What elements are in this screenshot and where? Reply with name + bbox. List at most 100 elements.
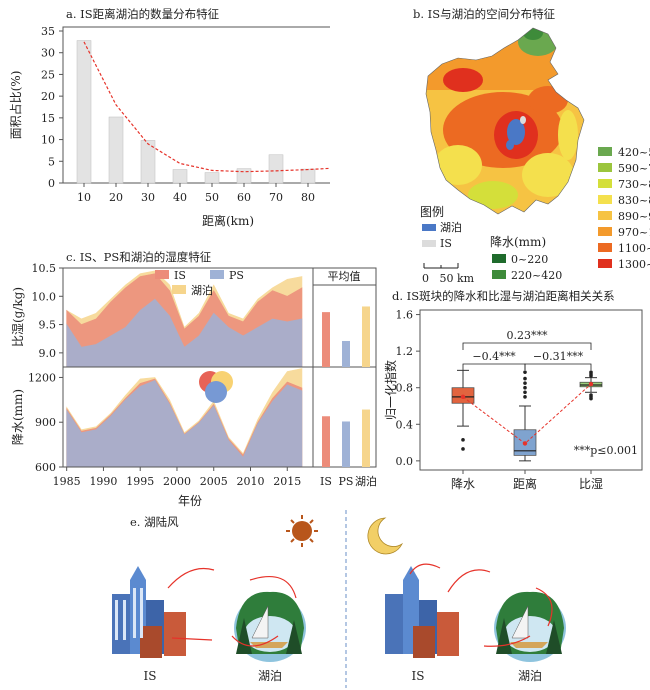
map-legend-title: 图例 <box>420 205 444 219</box>
precip-swatch <box>598 147 612 156</box>
d-ytick-label: 0.4 <box>396 418 414 431</box>
corr-top-label: 0.23*** <box>507 329 548 342</box>
precip-y-axis: 600 900 1200 <box>28 371 63 474</box>
precip-class-label: 220~420 <box>511 269 562 282</box>
a-xtick-label: 30 <box>141 191 155 204</box>
precip-class-label: 1300~1500 <box>618 258 650 271</box>
box-mean-point <box>588 381 594 387</box>
box-outlier <box>589 393 593 397</box>
scene-right-lake-label: 湖泊 <box>518 668 542 683</box>
year-tick-label: 2010 <box>237 475 265 488</box>
scale-bar: 0 50 km <box>422 263 475 285</box>
d-ytick-label: 0.0 <box>396 455 414 468</box>
d-xtick-label: 比湿 <box>579 476 603 491</box>
a-ytick-label: 10 <box>41 134 55 147</box>
precip-legend-title: 降水(mm) <box>490 235 546 249</box>
precip-swatch <box>598 211 612 220</box>
panel-d-frame <box>419 309 643 471</box>
legend-lake-swatch <box>422 224 436 231</box>
panel-d-y-axis: 0.0 0.4 0.8 1.2 1.6 <box>396 309 420 468</box>
year-x-axis: 1985 1990 1995 2000 2005 2010 2015 <box>53 467 301 488</box>
box-outlier <box>523 381 527 385</box>
humidity-y-label: 比湿(g/kg) <box>10 287 25 347</box>
mean-category-label: PS <box>339 475 354 488</box>
legend-lake-swatch-c <box>172 285 186 294</box>
precip-class-label: 0~220 <box>511 253 548 266</box>
panel-a-frame <box>62 26 330 184</box>
box-outlier <box>523 395 527 399</box>
legend-lake-label-c: 湖泊 <box>191 284 213 297</box>
precip-swatch <box>598 179 612 188</box>
precip-class-label: 1100~1300 <box>618 242 650 255</box>
legend-is-swatch <box>422 240 436 247</box>
legend-is-swatch-c <box>155 270 169 279</box>
d-ytick-label: 1.6 <box>396 309 414 322</box>
panel-d-chart: d. IS斑块的降水和比湿与湖泊距离相关关系 0.0 0.4 0.8 1.2 1.6 0… <box>383 289 643 491</box>
panel-a-trend-line <box>83 41 330 173</box>
significance-brackets <box>462 342 592 370</box>
p-value-note: ***p≤0.001 <box>574 444 638 457</box>
lake-scene-icon-night <box>494 591 566 662</box>
humidity-ytick-label: 10.5 <box>32 262 57 275</box>
mean-precip-bar <box>322 416 330 467</box>
legend-is-label-c: IS <box>174 269 186 282</box>
precip-class-label: 420~590 <box>618 146 650 159</box>
year-tick-label: 1985 <box>53 475 81 488</box>
year-tick-label: 2000 <box>163 475 191 488</box>
precip-swatch <box>492 270 506 279</box>
box-outlier <box>523 385 527 390</box>
box-outlier <box>461 438 465 442</box>
a-xtick-label: 50 <box>205 191 219 204</box>
a-ytick-label: 15 <box>41 112 55 125</box>
corr-left-label: −0.4*** <box>472 350 516 363</box>
a-xtick-label: 10 <box>77 191 91 204</box>
area-series-ps <box>66 380 303 468</box>
a-bar <box>268 154 284 184</box>
panel-a-title: a. IS距离湖泊的数量分布特征 <box>66 7 220 21</box>
wind-arrows-night <box>409 563 553 647</box>
humidity-y-axis: 9.0 9.5 10.0 10.5 <box>32 262 63 360</box>
scene-right-is-label: IS <box>412 669 425 683</box>
precip-legend-lower: 0~220 220~420 <box>492 253 562 282</box>
wind-arrows-day <box>167 567 297 647</box>
box-outlier <box>589 370 593 374</box>
d-xtick-label: 降水 <box>451 477 475 491</box>
precip-class-label: 590~730 <box>618 162 650 175</box>
a-bar <box>172 169 188 184</box>
mean-category-label: IS <box>320 475 332 488</box>
precip-ytick-label: 600 <box>35 461 56 474</box>
lake-scene-icon <box>234 591 306 662</box>
panel-c-title: c. IS、PS和湖泊的湿度特征 <box>66 250 212 264</box>
legend-ps-swatch-c <box>210 270 224 279</box>
a-ytick-label: 20 <box>41 90 55 103</box>
sun-icon <box>286 515 318 547</box>
a-xtick-label: 20 <box>109 191 123 204</box>
panel-c-chart: c. IS、PS和湖泊的湿度特征 9.0 9.5 10.0 10.5 600 900 12… <box>10 250 377 508</box>
scene-left-is-label: IS <box>144 669 157 683</box>
precip-class-label: 730~830 <box>618 178 650 191</box>
legend-ps-label-c: PS <box>229 269 244 282</box>
area-series-ps <box>66 298 303 368</box>
year-tick-label: 2015 <box>273 475 301 488</box>
panel-a-y-label: 面积占比(%) <box>8 71 23 140</box>
legend-is-label: IS <box>440 237 452 250</box>
humidity-ytick-label: 10.0 <box>32 290 57 303</box>
mean-humidity-bar <box>342 340 350 367</box>
year-tick-label: 1990 <box>89 475 117 488</box>
box-outlier <box>461 447 465 451</box>
a-ytick-label: 0 <box>48 177 55 190</box>
panel-a-chart: a. IS距离湖泊的数量分布特征 0 5 10 15 20 25 30 35 10 20 30 40… <box>8 7 330 228</box>
precip-swatch <box>492 254 506 263</box>
mean-connect-line <box>462 383 592 445</box>
a-xtick-label: 80 <box>301 191 315 204</box>
a-bar <box>300 168 316 184</box>
a-ytick-label: 5 <box>48 155 55 168</box>
a-ytick-label: 25 <box>41 68 55 81</box>
a-bar <box>204 172 220 184</box>
mean-precip-bar <box>342 421 350 467</box>
moon-icon <box>367 517 404 555</box>
a-ytick-label: 30 <box>41 47 55 60</box>
panel-d-x-axis: 降水 距离 比湿 <box>451 470 603 491</box>
scene-left-lake-label: 湖泊 <box>258 668 282 683</box>
mean-humidity-bar <box>362 306 370 367</box>
